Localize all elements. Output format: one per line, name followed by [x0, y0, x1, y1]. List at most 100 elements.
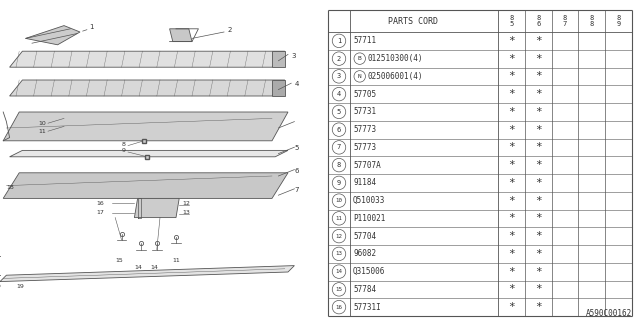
Text: 91184: 91184	[353, 178, 376, 188]
Text: *: *	[535, 36, 541, 46]
Text: *: *	[535, 178, 541, 188]
Polygon shape	[0, 266, 294, 282]
Text: 6: 6	[337, 127, 341, 132]
Text: 9: 9	[122, 148, 125, 153]
Text: 4: 4	[337, 91, 341, 97]
Text: *: *	[535, 302, 541, 312]
Text: 8: 8	[589, 21, 594, 27]
Text: *: *	[535, 89, 541, 99]
Polygon shape	[10, 51, 285, 67]
Text: 19: 19	[0, 284, 1, 289]
Text: 18: 18	[6, 185, 14, 190]
Text: 12: 12	[182, 201, 190, 206]
Text: 16: 16	[335, 305, 342, 310]
Text: 12: 12	[335, 234, 342, 239]
Text: *: *	[535, 249, 541, 259]
Text: *: *	[535, 54, 541, 64]
Text: 5: 5	[509, 21, 513, 27]
Text: 6: 6	[294, 168, 299, 174]
Text: 1: 1	[90, 24, 94, 30]
Text: 14: 14	[150, 265, 158, 270]
Text: 11: 11	[173, 259, 180, 263]
Text: *: *	[508, 124, 515, 135]
Polygon shape	[3, 173, 288, 198]
Text: 025006001(4): 025006001(4)	[367, 72, 423, 81]
Text: *: *	[508, 71, 515, 81]
Text: 7: 7	[563, 21, 567, 27]
Text: 7: 7	[337, 144, 341, 150]
Text: 15: 15	[115, 259, 123, 263]
Text: 3: 3	[337, 73, 341, 79]
Text: 57773: 57773	[353, 143, 376, 152]
Text: *: *	[535, 160, 541, 170]
Text: *: *	[508, 54, 515, 64]
Text: *: *	[508, 231, 515, 241]
Text: *: *	[508, 249, 515, 259]
Text: 57704: 57704	[353, 232, 376, 241]
Text: *: *	[535, 284, 541, 294]
Text: 6: 6	[536, 21, 540, 27]
Text: 8: 8	[337, 162, 341, 168]
Polygon shape	[10, 150, 288, 157]
Text: 8: 8	[509, 15, 513, 21]
Text: *: *	[508, 302, 515, 312]
Polygon shape	[170, 29, 192, 42]
Text: 2: 2	[337, 56, 341, 62]
Polygon shape	[10, 80, 285, 96]
Text: *: *	[508, 89, 515, 99]
Text: 9: 9	[616, 21, 621, 27]
Text: B: B	[358, 56, 362, 61]
Text: 57731: 57731	[353, 108, 376, 116]
Text: 9: 9	[337, 180, 341, 186]
Text: *: *	[535, 142, 541, 152]
Text: 8: 8	[589, 15, 594, 21]
Text: *: *	[535, 196, 541, 206]
Text: 3: 3	[291, 52, 296, 59]
Text: 5: 5	[294, 145, 299, 151]
Text: N: N	[358, 74, 362, 79]
Text: 16: 16	[96, 201, 104, 206]
Text: PARTS CORD: PARTS CORD	[388, 17, 438, 26]
Text: 14: 14	[335, 269, 342, 274]
Text: *: *	[535, 71, 541, 81]
Text: *: *	[535, 124, 541, 135]
Text: *: *	[508, 36, 515, 46]
Text: 012510300(4): 012510300(4)	[367, 54, 423, 63]
Text: *: *	[508, 196, 515, 206]
Text: *: *	[535, 231, 541, 241]
Text: 10: 10	[335, 198, 342, 203]
Text: 13: 13	[335, 252, 342, 256]
Text: P110021: P110021	[353, 214, 385, 223]
Text: 8: 8	[616, 15, 621, 21]
Text: 57731I: 57731I	[353, 303, 381, 312]
Text: 13: 13	[182, 211, 190, 215]
Text: *: *	[508, 142, 515, 152]
Text: 15: 15	[335, 287, 342, 292]
Text: *: *	[535, 267, 541, 276]
Text: Q510033: Q510033	[353, 196, 385, 205]
Text: 8: 8	[563, 15, 567, 21]
Text: 17: 17	[96, 211, 104, 215]
Text: 5: 5	[337, 109, 341, 115]
Text: 57784: 57784	[353, 285, 376, 294]
Text: 57705: 57705	[353, 90, 376, 99]
Text: 57707A: 57707A	[353, 161, 381, 170]
Text: 7: 7	[294, 187, 299, 193]
Text: 14: 14	[134, 265, 142, 270]
Text: 8: 8	[122, 141, 125, 147]
Polygon shape	[26, 26, 80, 45]
Text: 4: 4	[294, 81, 299, 87]
Text: 96082: 96082	[353, 249, 376, 258]
Text: 1: 1	[337, 38, 341, 44]
Text: *: *	[508, 178, 515, 188]
Text: *: *	[508, 267, 515, 276]
Polygon shape	[272, 51, 285, 67]
Text: A590C00162: A590C00162	[586, 309, 632, 318]
Text: 57773: 57773	[353, 125, 376, 134]
Text: 57711: 57711	[353, 36, 376, 45]
Text: Q315006: Q315006	[353, 267, 385, 276]
Text: *: *	[508, 107, 515, 117]
Text: 2: 2	[227, 27, 232, 33]
Text: *: *	[508, 284, 515, 294]
Text: 8: 8	[536, 15, 540, 21]
